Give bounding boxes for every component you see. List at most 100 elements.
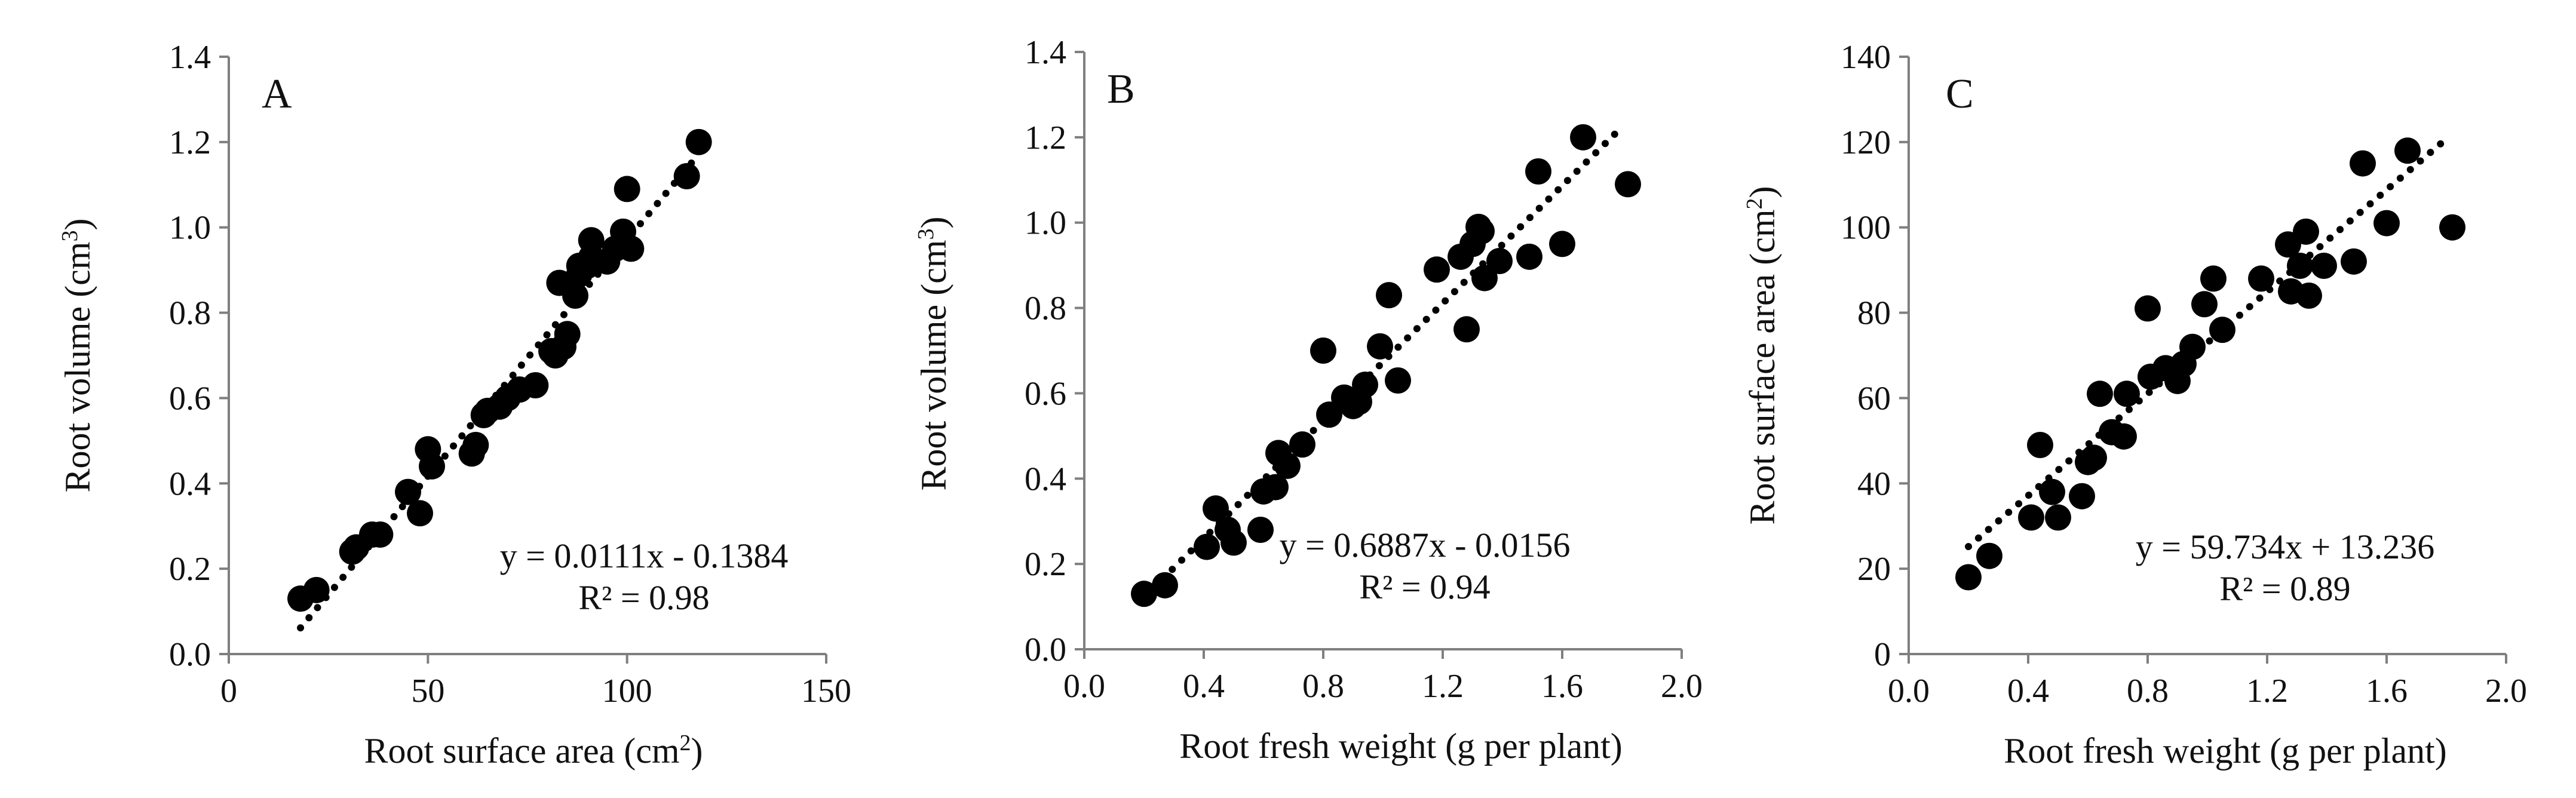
x-tick-label: 0.0	[1888, 673, 1930, 710]
data-point	[614, 176, 640, 202]
data-point	[1516, 243, 1542, 270]
data-point	[2087, 380, 2113, 407]
plot-area: 0 20 40 60 80 100 120 140 0.0 0.4 0.8 1.2 1.6 2.0	[1841, 39, 2527, 710]
y-axis-label: Root volume (cm3)	[57, 219, 97, 493]
data-point	[407, 500, 433, 527]
data-point	[462, 432, 489, 458]
data-point	[2209, 317, 2235, 343]
panel-c: C 0 20 40 60 80 100 120 140 0.0 0.4 0.8 1.2 1.6 2.0 y…	[1742, 39, 2527, 771]
y-tick-label: 60	[1857, 380, 1891, 417]
x-tick-label: 1.2	[2246, 673, 2288, 710]
data-point	[2045, 504, 2071, 531]
data-point	[1247, 517, 1274, 543]
data-point	[1203, 495, 1229, 522]
y-tick-label: 40	[1857, 465, 1891, 502]
r-squared: R² = 0.94	[1359, 567, 1490, 606]
data-point	[1570, 124, 1596, 151]
panel-label: B	[1107, 66, 1135, 112]
y-axis-label: Root volume (cm3)	[913, 217, 953, 491]
plot-area: 0.0 0.2 0.4 0.6 0.8 1.0 1.2 1.4 0.0 0.4 0.8 1.2 1.6 2…	[1025, 34, 1703, 705]
y-tick-label: 120	[1841, 124, 1891, 161]
data-point	[303, 576, 330, 603]
x-tick-label: 150	[801, 673, 851, 710]
x-tick-label: 0.4	[1183, 668, 1225, 705]
data-point	[1152, 572, 1178, 598]
data-point	[2111, 423, 2137, 450]
data-point	[618, 235, 645, 262]
data-point	[1352, 372, 1378, 398]
panel-a: A 0.0 0.2 0.4 0.6 0.8 1.0 1.2 1.4 0 50 100 150 y = …	[57, 39, 851, 771]
x-tick-label: 2.0	[1661, 668, 1703, 705]
data-point	[1131, 581, 1157, 607]
data-point	[1424, 256, 1450, 283]
data-point	[1289, 431, 1315, 458]
y-tick-label: 20	[1857, 551, 1891, 588]
data-point	[1486, 248, 1513, 274]
data-point	[2439, 214, 2465, 241]
trend-equation: y = 59.734x + 13.236	[2136, 527, 2434, 566]
data-point	[2081, 444, 2107, 471]
data-point	[2027, 432, 2053, 458]
data-point	[2069, 483, 2095, 510]
data-point	[1385, 367, 1411, 394]
x-axis-label: Root fresh weight (g per plant)	[1179, 726, 1622, 766]
data-point	[685, 128, 712, 155]
y-tick-label: 1.0	[169, 210, 211, 247]
data-point	[2135, 295, 2161, 322]
data-point	[1310, 337, 1336, 364]
data-point	[419, 453, 445, 480]
data-point	[522, 372, 549, 398]
data-point	[2293, 218, 2319, 245]
data-point	[1525, 158, 1551, 185]
y-tick-label: 80	[1857, 295, 1891, 332]
x-tick-label: 2.0	[2485, 673, 2527, 710]
trend-line	[1965, 135, 2450, 551]
y-tick-label: 1.2	[169, 124, 211, 161]
x-axis-label: Root fresh weight (g per plant)	[2004, 731, 2446, 771]
y-tick-label: 1.4	[1025, 34, 1066, 71]
x-tick-label: 0.8	[2127, 673, 2169, 710]
data-point	[562, 283, 588, 309]
y-tick-label: 1.2	[1025, 119, 1066, 156]
data-point	[1262, 474, 1289, 501]
x-tick-label: 1.2	[1422, 668, 1464, 705]
data-point	[395, 478, 421, 505]
y-tick-label: 0.4	[169, 465, 211, 502]
data-point	[1615, 171, 1641, 198]
y-tick-label: 0.2	[1025, 546, 1066, 583]
x-tick-label: 100	[602, 673, 652, 710]
data-point	[2341, 248, 2367, 275]
x-axis-label: Root surface area (cm2)	[364, 731, 703, 771]
x-tick-label: 1.6	[1541, 668, 1583, 705]
data-point	[2114, 380, 2140, 407]
x-tick-label: 50	[411, 673, 444, 710]
x-tick-label: 1.6	[2366, 673, 2408, 710]
data-point	[2248, 265, 2274, 292]
data-point	[673, 163, 700, 189]
y-axis-label: Root surface area (cm2)	[1742, 186, 1782, 524]
data-point	[2296, 283, 2322, 309]
panel-b: B 0.0 0.2 0.4 0.6 0.8 1.0 1.2 1.4 0.0 0.4 0.8 1.2 1.…	[913, 34, 1703, 766]
y-tick-label: 0	[1874, 636, 1891, 673]
y-tick-label: 0.4	[1025, 461, 1066, 498]
data-point	[367, 521, 394, 548]
data-point	[1194, 533, 1220, 560]
y-tick-label: 0.8	[169, 295, 211, 332]
y-tick-label: 0.6	[1025, 375, 1066, 412]
y-tick-label: 1.4	[169, 39, 211, 76]
y-tick-label: 0.8	[1025, 290, 1066, 327]
r-squared: R² = 0.98	[578, 578, 709, 617]
data-point	[2394, 137, 2421, 164]
data-point	[1955, 564, 1982, 591]
y-tick-label: 140	[1841, 39, 1891, 76]
data-point	[1316, 401, 1342, 428]
data-point	[1549, 231, 1575, 257]
data-point	[554, 321, 581, 348]
data-point	[2311, 253, 2337, 279]
y-tick-label: 0.2	[169, 551, 211, 588]
r-squared: R² = 0.89	[2219, 569, 2350, 608]
y-tick-label: 0.6	[169, 380, 211, 417]
data-point	[2039, 478, 2065, 505]
y-tick-label: 100	[1841, 210, 1891, 247]
